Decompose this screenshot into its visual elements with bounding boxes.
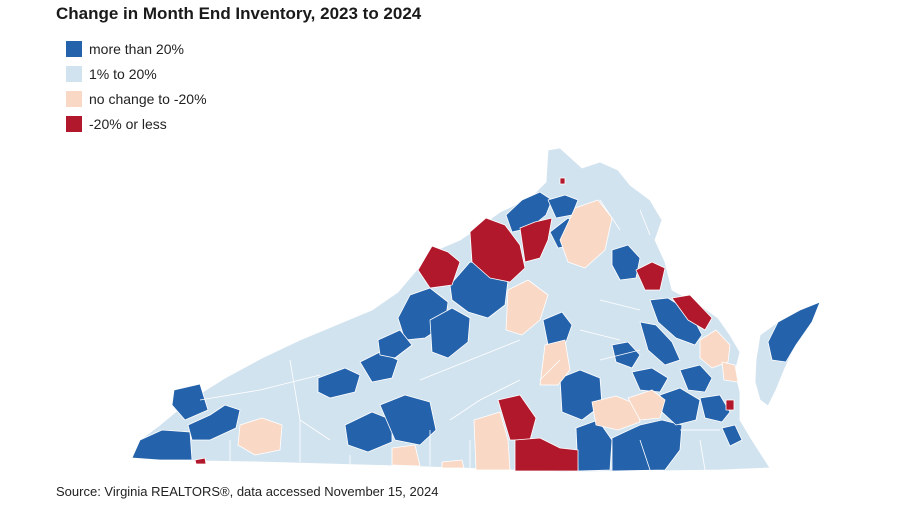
region-northern-neck-1: [649, 297, 703, 346]
region-peach-south-central: [591, 395, 641, 431]
region-peach-central-2: [539, 339, 571, 386]
legend-swatch: [66, 65, 82, 82]
region-peach-east-2: [721, 361, 739, 383]
region-peach-south-central-2: [627, 389, 666, 421]
region-peach-sw: [237, 417, 283, 456]
legend-item-1-to-20: 1% to 20%: [66, 61, 207, 86]
region-red-east-2: [671, 294, 713, 331]
region-east-1: [611, 244, 641, 281]
region-red-shenandoah: [469, 217, 526, 283]
region-eastern-shore-north: [767, 301, 821, 363]
region-nw-3: [429, 307, 471, 359]
source-note: Source: Virginia REALTORS®, data accesse…: [56, 484, 439, 499]
region-far-sw-2: [171, 383, 209, 421]
region-tidewater-3: [699, 394, 731, 423]
county-lines: [199, 199, 720, 471]
region-sw-3: [187, 404, 241, 441]
region-peach-central: [505, 279, 549, 336]
region-sw-7: [379, 394, 437, 446]
region-sw-6: [344, 411, 393, 453]
region-middle-pen-2: [631, 367, 669, 393]
legend-swatch: [66, 90, 82, 107]
legend-swatch: [66, 115, 82, 132]
region-north-1: [505, 191, 553, 233]
region-peach-south-3: [473, 411, 511, 471]
region-peach-south-1: [391, 444, 421, 467]
region-red-southside-1: [497, 394, 537, 441]
region-red-southside-2: [514, 437, 579, 472]
map-title: Change in Month End Inventory, 2023 to 2…: [56, 4, 422, 23]
region-north-2: [547, 194, 579, 219]
legend-item-more-than-20: more than 20%: [66, 36, 207, 61]
region-red-east-1: [635, 261, 666, 291]
region-peach-east: [699, 329, 731, 369]
legend-label: more than 20%: [89, 40, 184, 57]
region-peach-north: [559, 199, 613, 269]
region-red-north: [519, 217, 553, 263]
region-central-1: [542, 311, 573, 346]
region-northern-neck-2: [639, 321, 681, 366]
region-sw-5: [359, 351, 399, 383]
region-peach-south-2: [441, 459, 465, 469]
legend-swatch: [66, 40, 82, 57]
region-nw-2: [377, 329, 413, 359]
legend-label: 1% to 20%: [89, 65, 157, 82]
region-tidewater-4: [721, 424, 743, 447]
region-tidewater-2: [679, 364, 713, 393]
region-red-small-3: [725, 399, 735, 411]
region-red-small-1: [194, 457, 207, 465]
legend-label: -20% or less: [89, 115, 167, 132]
region-red-highland: [417, 245, 461, 289]
region-middle-pen-1: [611, 341, 641, 369]
region-sw-4: [317, 367, 361, 399]
legend-item-minus-20-or-less: -20% or less: [66, 111, 207, 136]
region-red-small-2: [559, 177, 566, 185]
region-far-sw-1: [131, 429, 193, 461]
region-south-2: [611, 419, 683, 472]
legend: more than 20% 1% to 20% no change to -20…: [66, 36, 207, 136]
legend-label: no change to -20%: [89, 90, 207, 107]
legend-item-no-change: no change to -20%: [66, 86, 207, 111]
